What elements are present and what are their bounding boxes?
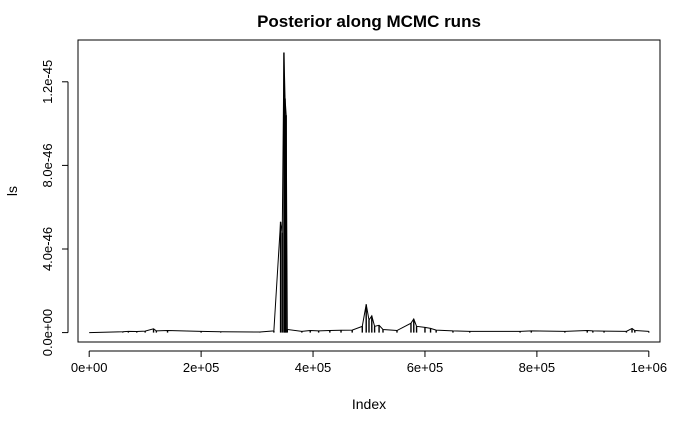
y-axis: 0.0e+00 4.0e-46 8.0e-46 1.2e-45 — [40, 60, 69, 356]
x-tick-label: 2e+05 — [183, 360, 220, 375]
x-axis: 0e+00 2e+05 4e+05 6e+05 8e+05 1e+06 — [71, 350, 668, 375]
x-axis-label: Index — [352, 396, 386, 412]
y-tick-label: 0.0e+00 — [40, 309, 55, 356]
series-line — [89, 52, 649, 334]
series-0 — [89, 52, 650, 334]
y-tick-label: 4.0e-46 — [40, 227, 55, 271]
x-tick-label: 8e+05 — [519, 360, 556, 375]
y-tick-label: 8.0e-46 — [40, 143, 55, 187]
chart-title: Posterior along MCMC runs — [257, 12, 481, 31]
x-tick-label: 0e+00 — [71, 360, 108, 375]
x-tick-label: 1e+06 — [631, 360, 668, 375]
x-tick-label: 6e+05 — [407, 360, 444, 375]
x-tick-label: 4e+05 — [295, 360, 332, 375]
plot-frame — [77, 39, 661, 343]
plot-area — [89, 52, 650, 334]
y-axis-label: ls — [4, 186, 20, 196]
y-tick-label: 1.2e-45 — [40, 60, 55, 104]
